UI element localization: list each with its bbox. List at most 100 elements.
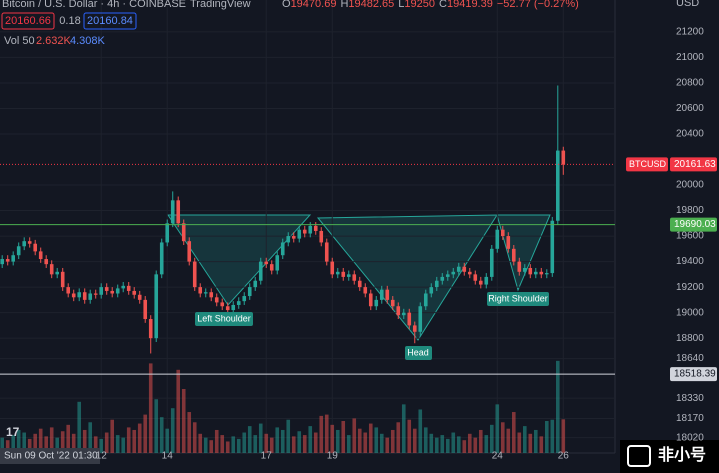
volume-bar — [374, 427, 379, 453]
y-tick-label: 21200 — [676, 27, 704, 38]
volume-bar — [467, 433, 472, 453]
volume-bar — [49, 427, 54, 453]
change: −52.77 (−0.27%) — [497, 0, 579, 10]
candle-body — [368, 293, 373, 307]
candle-body — [467, 271, 472, 275]
candle-body — [71, 293, 76, 298]
candle-body — [236, 301, 241, 305]
x-tick-label: 19 — [327, 451, 339, 462]
y-tick-label: 19600 — [676, 231, 704, 242]
title: Bitcoin / U.S. Dollar · 4h · COINBASE — [2, 0, 186, 10]
annotation: Right Shoulder — [488, 293, 548, 303]
candle-body — [379, 289, 384, 300]
y-tick-label: 18020 — [676, 432, 704, 443]
candle-body — [99, 287, 104, 295]
volume-bar — [264, 433, 269, 453]
candle-body — [253, 280, 258, 288]
candle-body — [506, 236, 511, 249]
candle-body — [297, 229, 302, 239]
left-shoulder-shape — [167, 214, 312, 306]
ohlc-key: O — [282, 0, 291, 10]
price-label: 18518.39 — [674, 369, 716, 380]
candle-body — [550, 220, 555, 274]
candle-body — [374, 299, 379, 307]
candle-body — [104, 287, 109, 291]
y-tick-label: 19000 — [676, 307, 704, 318]
candle-body — [528, 267, 533, 275]
volume-bar — [225, 441, 230, 453]
volume-bar — [368, 423, 373, 453]
candle-body — [539, 271, 544, 275]
candle-body — [192, 261, 197, 288]
annotation-box — [487, 292, 549, 306]
volume-bar — [495, 404, 500, 453]
volume-bar — [506, 428, 511, 453]
y-tick-label: 21000 — [676, 52, 704, 63]
candle-body — [473, 274, 478, 281]
annotation-box — [405, 346, 432, 360]
candle-body — [330, 261, 335, 275]
candle-body — [126, 285, 131, 291]
candle-body — [143, 299, 148, 320]
candle-body — [148, 319, 153, 339]
volume-bar — [181, 389, 186, 453]
volume-bar — [511, 412, 516, 453]
ohlc-key: C — [439, 0, 447, 10]
price-label-box — [670, 157, 717, 172]
volume-last: 2.632K — [36, 35, 72, 47]
candle-body — [302, 229, 307, 234]
candle-body — [429, 287, 434, 294]
volume-bar — [121, 437, 126, 453]
volume-ma: 4.308K — [70, 35, 106, 47]
volume-bar — [517, 432, 522, 453]
y-tick-label: 20400 — [676, 129, 704, 140]
volume-bar — [401, 404, 406, 453]
volume-bar — [407, 419, 412, 453]
volume-bar — [242, 432, 247, 453]
candle-body — [522, 267, 527, 272]
volume-bar — [258, 423, 263, 453]
volume-bar — [522, 426, 527, 453]
logo: 17 — [6, 425, 20, 439]
volume-bar — [22, 432, 27, 453]
annotation: Left Shoulder — [197, 313, 251, 323]
volume-bar — [115, 435, 120, 453]
crosshair-label: Sun 09 Oct '22 01:30 — [4, 451, 98, 462]
volume-name: Vol 50 — [4, 35, 35, 47]
volume-bar — [44, 436, 49, 453]
candle-body — [269, 264, 274, 271]
candle-body — [231, 304, 236, 311]
volume-bar — [286, 419, 291, 453]
candle-body — [544, 273, 549, 275]
candle-body — [555, 150, 560, 221]
volume-bar — [137, 423, 142, 453]
watermark: 非小号 — [658, 445, 706, 464]
candle-body — [517, 261, 522, 272]
volume-bar — [143, 414, 148, 453]
candle-body — [561, 150, 566, 165]
volume-bar — [313, 432, 318, 453]
candle-body — [88, 293, 93, 300]
volume-bar — [379, 433, 384, 453]
candle-body — [335, 271, 340, 275]
candle-body — [511, 248, 516, 262]
candle-body — [264, 261, 269, 265]
candle-body — [170, 200, 175, 224]
candle-body — [60, 271, 65, 288]
crosshair-box — [0, 448, 100, 464]
candle-body — [198, 287, 203, 294]
y-tick-label: 19400 — [676, 256, 704, 267]
volume-bar — [346, 435, 351, 453]
volume-bar — [330, 424, 335, 453]
annotation-box — [195, 312, 253, 326]
volume-bar — [88, 422, 93, 453]
candle-body — [159, 242, 164, 275]
candle-body — [423, 293, 428, 307]
candle-body — [407, 312, 412, 326]
candle-body — [352, 274, 357, 281]
candle-body — [242, 296, 247, 302]
candle-body — [286, 236, 291, 243]
x-tick-label: 24 — [492, 451, 504, 462]
volume-bar — [154, 399, 159, 453]
volume-bar — [192, 422, 197, 453]
